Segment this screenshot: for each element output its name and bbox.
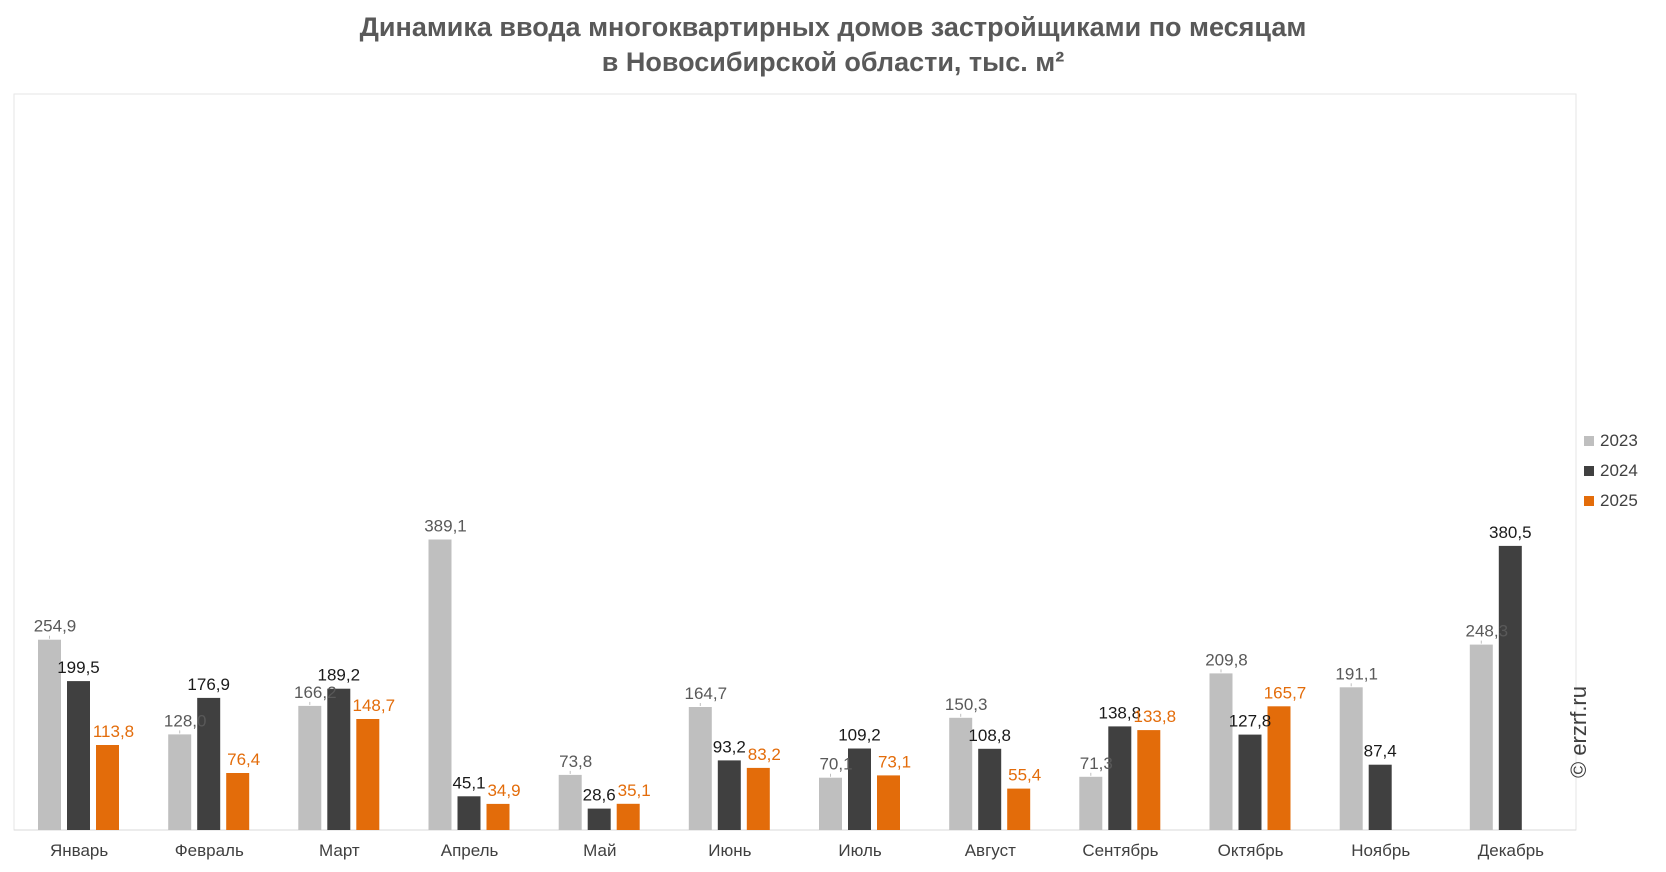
data-label-2025-5: 83,2 [748, 745, 781, 764]
legend-label-2024: 2024 [1600, 461, 1638, 480]
x-tick-label-1: Февраль [175, 841, 244, 860]
data-label-2025-2: 148,7 [353, 696, 396, 715]
bar-2024-8 [1108, 726, 1132, 830]
bars-group [38, 539, 1522, 830]
x-tick-label-2: Март [319, 841, 360, 860]
data-label-2023-5: 164,7 [685, 684, 728, 703]
legend-swatch-2024 [1584, 466, 1594, 476]
data-label-2024-6: 109,2 [838, 726, 881, 745]
data-label-2024-5: 93,2 [713, 737, 746, 756]
leader-lines-group [49, 635, 1482, 777]
data-label-2023-3: 389,1 [424, 517, 467, 536]
data-label-2023-4: 73,8 [559, 752, 592, 771]
bar-2023-3 [428, 539, 452, 830]
bar-2024-11 [1498, 545, 1522, 830]
bar-2025-7 [1007, 788, 1031, 830]
data-label-2025-9: 165,7 [1264, 683, 1307, 702]
data-label-2024-1: 176,9 [187, 675, 230, 694]
bar-2023-4 [558, 774, 582, 830]
bar-2024-5 [717, 760, 741, 830]
data-label-2024-8: 138,8 [1099, 703, 1142, 722]
bar-2025-2 [356, 719, 380, 830]
bar-2024-6 [848, 748, 871, 830]
legend: 2023 2024 2025 [1584, 431, 1638, 510]
bar-2025-0 [96, 745, 119, 830]
x-tick-label-8: Сентябрь [1082, 841, 1158, 860]
data-label-2025-4: 35,1 [618, 781, 651, 800]
bar-2025-4 [616, 803, 640, 830]
bar-2025-9 [1267, 706, 1291, 830]
data-label-2023-1: 128,0 [164, 711, 207, 730]
legend-swatch-2025 [1584, 496, 1594, 506]
data-label-2024-10: 87,4 [1364, 742, 1397, 761]
data-label-2024-9: 127,8 [1229, 712, 1272, 731]
chart-title: Динамика ввода многоквартирных домов зас… [0, 10, 1666, 80]
bar-2024-1 [197, 697, 221, 830]
data-label-2023-6: 70,1 [819, 755, 852, 774]
data-label-2023-0: 254,9 [34, 617, 77, 636]
bar-2023-2 [298, 705, 322, 830]
bar-2025-1 [226, 773, 250, 830]
data-label-2023-10: 191,1 [1335, 664, 1378, 683]
x-tick-label-3: Апрель [441, 841, 499, 860]
bar-2024-2 [327, 688, 351, 830]
bar-2024-7 [978, 748, 1002, 830]
bar-2024-0 [67, 681, 90, 830]
legend-label-2025: 2025 [1600, 491, 1638, 510]
data-label-2025-3: 34,9 [487, 781, 520, 800]
x-tick-label-4: Май [583, 841, 616, 860]
bar-2023-8 [1079, 776, 1103, 830]
bar-2023-6 [819, 777, 842, 830]
bar-2023-0 [38, 639, 61, 830]
bar-2025-6 [877, 775, 900, 830]
legend-label-2023: 2023 [1600, 431, 1638, 450]
x-tick-labels-group: Январь Февраль Март Апрель Май Июнь Июль Август… [50, 841, 1544, 860]
x-tick-label-10: Ноябрь [1351, 841, 1410, 860]
x-tick-label-5: Июнь [708, 841, 751, 860]
data-label-2023-2: 166,2 [294, 683, 337, 702]
bar-2023-1 [168, 734, 192, 830]
data-label-2023-8: 71,3 [1080, 754, 1113, 773]
data-label-2025-6: 73,1 [878, 752, 911, 771]
data-label-2024-11: 380,5 [1489, 523, 1532, 542]
bar-2023-11 [1469, 644, 1493, 830]
data-label-2024-2: 189,2 [318, 666, 361, 685]
x-tick-label-6: Июль [838, 841, 882, 860]
bar-2024-4 [587, 808, 611, 830]
bar-2023-10 [1339, 687, 1363, 830]
bar-2023-9 [1209, 673, 1233, 830]
data-label-2024-7: 108,8 [968, 726, 1011, 745]
bar-2023-7 [949, 717, 973, 830]
legend-swatch-2023 [1584, 436, 1594, 446]
data-label-2023-9: 209,8 [1205, 650, 1248, 669]
data-label-2025-7: 55,4 [1008, 766, 1041, 785]
chart-title-line-1: Динамика ввода многоквартирных домов зас… [359, 12, 1307, 42]
data-label-2024-3: 45,1 [452, 773, 485, 792]
bar-2023-5 [688, 707, 712, 830]
x-tick-label-11: Декабрь [1478, 841, 1544, 860]
bar-2025-3 [486, 803, 510, 830]
x-tick-label-0: Январь [50, 841, 108, 860]
chart-title-line-2: в Новосибирской области, тыс. м² [601, 47, 1065, 77]
data-label-2024-0: 199,5 [57, 658, 100, 677]
watermark: © erzrf.ru [1566, 686, 1591, 778]
data-label-2023-7: 150,3 [945, 695, 988, 714]
data-label-2023-11: 248,3 [1466, 622, 1509, 641]
x-tick-label-9: Октябрь [1218, 841, 1284, 860]
bar-2024-10 [1368, 764, 1392, 830]
data-label-2025-8: 133,8 [1134, 707, 1177, 726]
bar-2025-8 [1137, 730, 1161, 830]
x-tick-label-7: Август [965, 841, 1016, 860]
data-label-2025-0: 113,8 [93, 722, 134, 741]
bar-2025-5 [746, 767, 770, 830]
bar-2024-3 [457, 796, 481, 830]
data-label-2024-4: 28,6 [583, 786, 616, 805]
data-label-2025-1: 76,4 [227, 750, 260, 769]
bar-2024-9 [1238, 734, 1262, 830]
